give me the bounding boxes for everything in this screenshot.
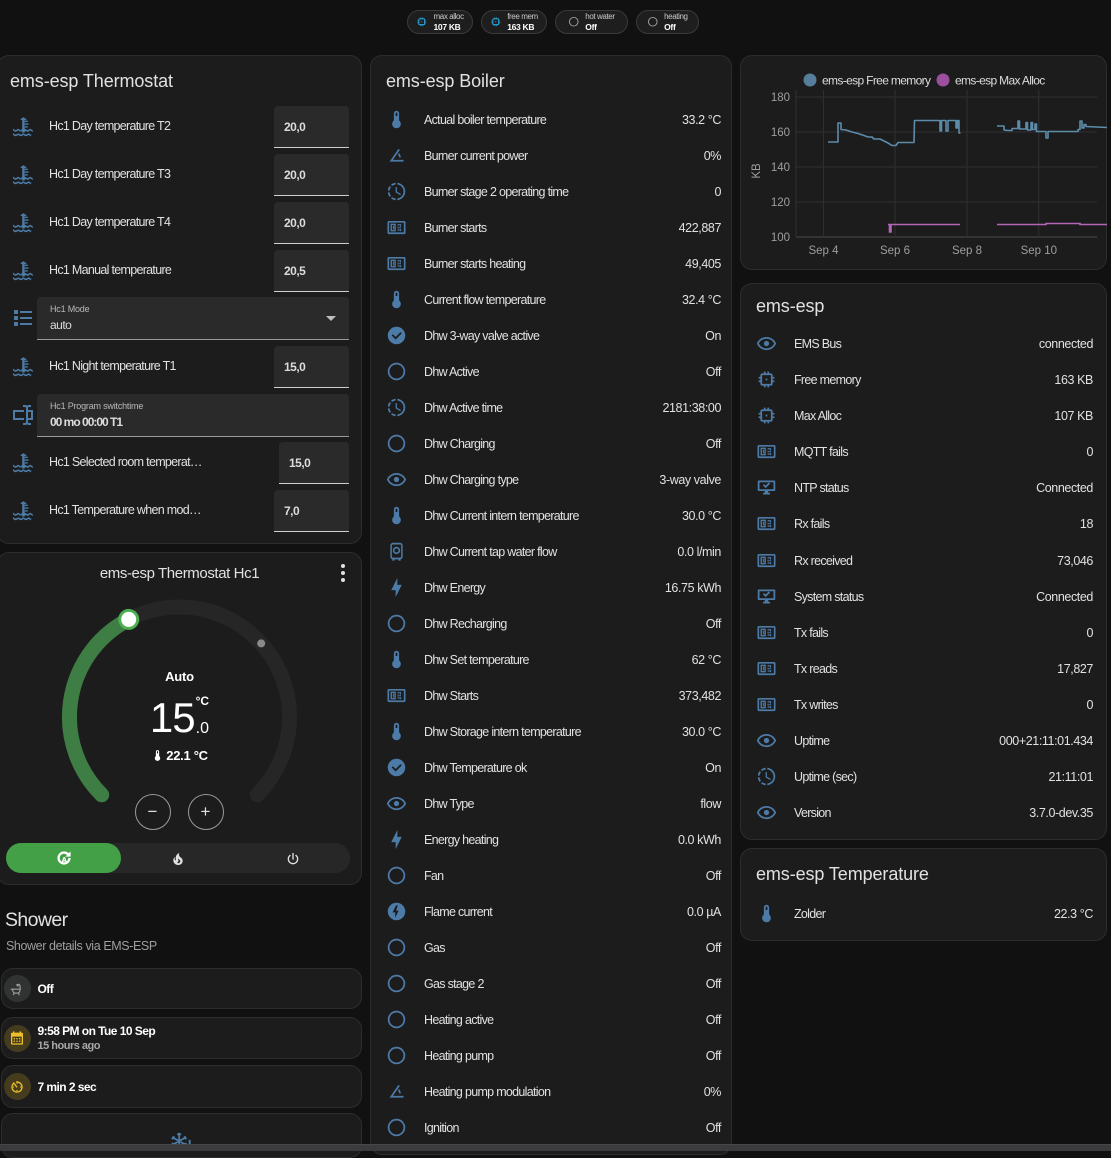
svg-text:ems-esp Free memory: ems-esp Free memory	[822, 74, 931, 88]
svg-text:Sep 8: Sep 8	[952, 245, 982, 257]
svg-text:100: 100	[771, 232, 790, 244]
svg-text:Sep 10: Sep 10	[1021, 245, 1057, 257]
svg-text:120: 120	[771, 197, 790, 209]
svg-text:Sep 6: Sep 6	[880, 245, 910, 257]
svg-text:160: 160	[771, 127, 790, 139]
svg-text:180: 180	[771, 92, 790, 104]
svg-text:140: 140	[771, 162, 790, 174]
svg-text:KB: KB	[751, 163, 763, 179]
svg-text:ems-esp Max Alloc: ems-esp Max Alloc	[955, 74, 1045, 88]
svg-text:Sep 4: Sep 4	[808, 245, 839, 257]
